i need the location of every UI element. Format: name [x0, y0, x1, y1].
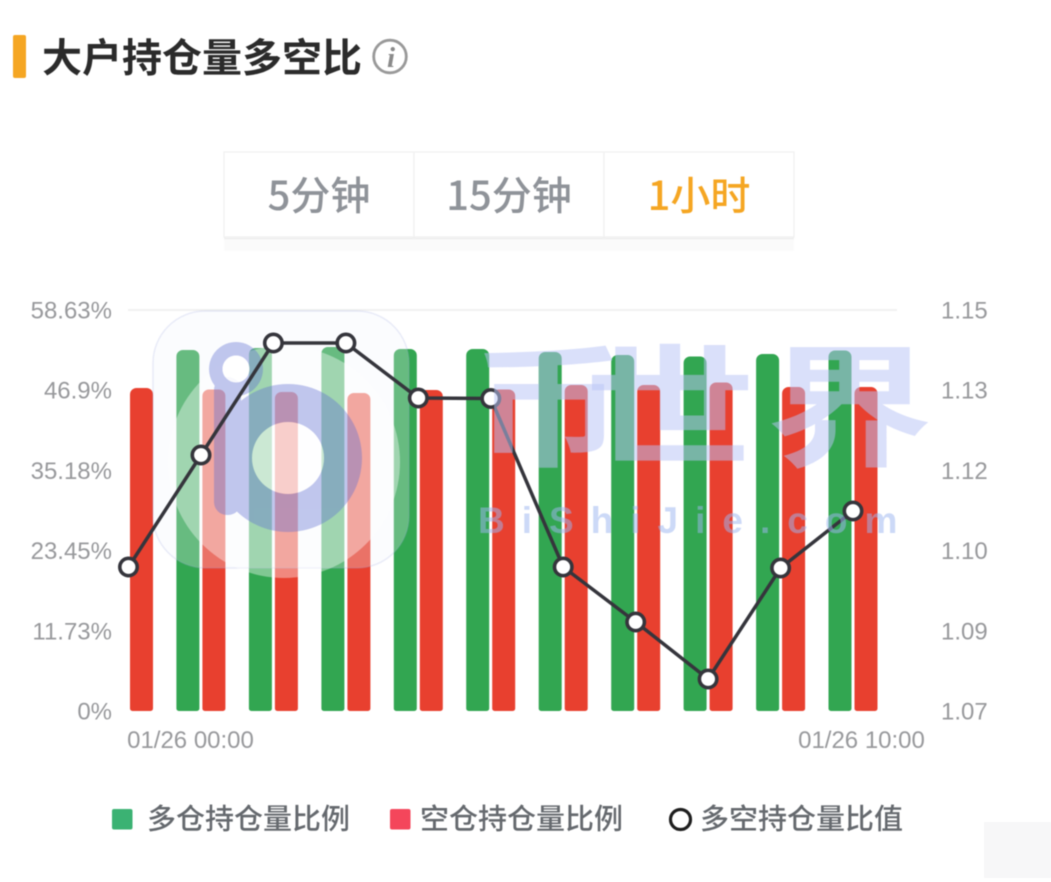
- svg-text:46.9%: 46.9%: [44, 378, 112, 405]
- svg-text:01/26 00:00: 01/26 00:00: [127, 727, 254, 754]
- svg-text:1.12: 1.12: [941, 458, 988, 485]
- svg-text:1.09: 1.09: [941, 618, 988, 645]
- svg-text:0%: 0%: [77, 699, 112, 726]
- svg-text:1.13: 1.13: [941, 378, 988, 405]
- svg-text:1.07: 1.07: [941, 699, 988, 726]
- svg-text:35.18%: 35.18%: [31, 458, 112, 485]
- svg-text:i: i: [387, 42, 395, 74]
- svg-text:01/26 10:00: 01/26 10:00: [798, 727, 925, 754]
- svg-text:1.15: 1.15: [941, 298, 988, 325]
- svg-text:1.10: 1.10: [941, 538, 988, 565]
- svg-text:58.63%: 58.63%: [31, 298, 112, 325]
- svg-text:BiShiJie.com: BiShiJie.com: [478, 500, 914, 541]
- svg-text:11.73%: 11.73%: [32, 618, 112, 645]
- svg-text:23.45%: 23.45%: [31, 538, 112, 565]
